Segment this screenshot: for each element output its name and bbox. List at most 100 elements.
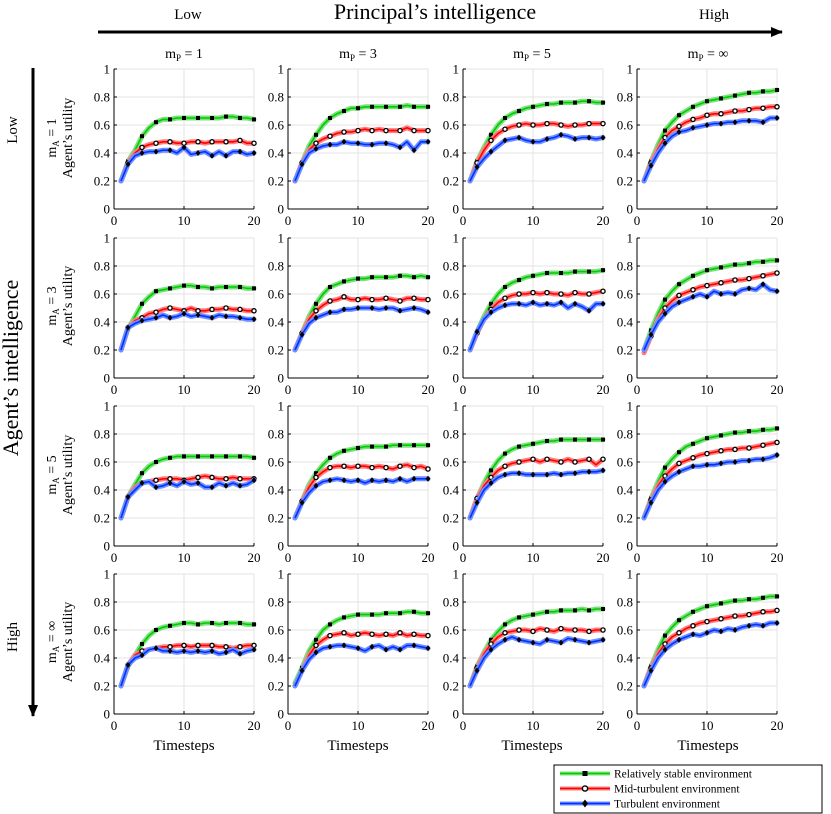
column-label: mP = 3 bbox=[339, 47, 377, 63]
y-tick-label: 0.4 bbox=[94, 315, 111, 330]
diamond-marker-icon bbox=[582, 799, 588, 808]
data-point-diamond bbox=[195, 312, 201, 318]
data-point-diamond bbox=[760, 456, 766, 463]
data-point-square bbox=[531, 104, 535, 109]
data-point-diamond bbox=[774, 115, 780, 121]
data-point-circle bbox=[369, 464, 375, 471]
x-tick-label: 20 bbox=[422, 718, 435, 733]
data-point-diamond bbox=[299, 331, 305, 338]
data-point-circle bbox=[341, 294, 347, 300]
data-point-circle bbox=[760, 442, 766, 448]
data-point-square bbox=[398, 273, 402, 278]
subplot-panel: 00.20.40.60.810 10 20 bbox=[443, 62, 610, 229]
data-point-diamond bbox=[153, 484, 159, 491]
data-point-square bbox=[733, 93, 737, 98]
data-point-circle bbox=[516, 627, 522, 633]
y-tick-label: 0.6 bbox=[617, 455, 634, 470]
data-point-diamond bbox=[341, 138, 347, 145]
data-point-diamond bbox=[411, 642, 417, 649]
data-point-circle bbox=[502, 295, 508, 301]
y-tick-label: 0.2 bbox=[94, 343, 110, 358]
data-point-diamond bbox=[502, 471, 508, 478]
data-point-diamond bbox=[209, 152, 215, 159]
x-tick-label: 10 bbox=[701, 718, 714, 733]
data-point-circle bbox=[718, 616, 724, 622]
y-tick-label: 0.4 bbox=[617, 315, 634, 330]
data-point-circle bbox=[425, 296, 431, 303]
y-tick-label: 0.2 bbox=[268, 343, 284, 358]
data-point-diamond bbox=[313, 145, 319, 152]
data-point-diamond bbox=[502, 636, 508, 643]
y-tick-label: 0.6 bbox=[94, 118, 111, 133]
data-point-diamond bbox=[586, 134, 592, 141]
data-point-diamond bbox=[139, 150, 145, 156]
x-tick-label: 20 bbox=[597, 718, 610, 733]
data-point-square bbox=[601, 437, 605, 442]
data-point-diamond bbox=[704, 629, 710, 636]
data-point-diamond bbox=[586, 307, 592, 314]
y-tick-label: 0.4 bbox=[443, 146, 460, 161]
x-tick-label: 20 bbox=[248, 382, 261, 397]
data-point-circle bbox=[600, 456, 606, 462]
x-tick-label: 20 bbox=[248, 213, 261, 228]
data-point-diamond bbox=[251, 477, 257, 484]
y-tick-label: 1 bbox=[627, 567, 634, 582]
y-tick-label: 0.6 bbox=[617, 287, 634, 302]
data-point-diamond bbox=[341, 477, 347, 484]
y-axis-label: Agent’s utility bbox=[61, 266, 76, 347]
row-high-label: High bbox=[5, 622, 21, 653]
data-point-diamond bbox=[648, 667, 654, 674]
data-point-square bbox=[182, 454, 186, 459]
data-point-circle bbox=[530, 122, 536, 128]
data-point-square bbox=[601, 100, 605, 105]
data-point-diamond bbox=[586, 468, 592, 475]
data-point-square bbox=[154, 628, 158, 632]
data-point-circle bbox=[676, 292, 682, 299]
data-point-diamond bbox=[153, 314, 159, 321]
data-point-circle bbox=[572, 459, 578, 465]
data-point-diamond bbox=[662, 310, 668, 317]
data-point-circle bbox=[223, 476, 229, 482]
data-point-diamond bbox=[299, 161, 305, 168]
data-point-circle bbox=[369, 296, 375, 303]
data-point-square bbox=[182, 621, 186, 625]
data-point-diamond bbox=[648, 499, 654, 506]
y-tick-label: 0.4 bbox=[443, 651, 460, 666]
data-point-diamond bbox=[181, 478, 187, 485]
row-label: mA = 3 bbox=[45, 286, 61, 325]
y-tick-label: 1 bbox=[627, 399, 634, 414]
y-tick-label: 0 bbox=[453, 371, 460, 386]
data-point-circle bbox=[600, 627, 606, 633]
row-labels: mA = 1 Agent’s utility mA = 3 Agent’s ut… bbox=[45, 98, 76, 683]
data-point-circle bbox=[383, 295, 389, 301]
data-point-circle bbox=[690, 116, 696, 123]
y-tick-label: 0.6 bbox=[268, 455, 285, 470]
data-point-circle bbox=[383, 464, 389, 471]
data-point-square bbox=[370, 104, 374, 109]
data-point-diamond bbox=[502, 302, 508, 309]
data-point-circle bbox=[209, 642, 215, 649]
data-point-circle bbox=[600, 288, 606, 294]
data-point-diamond bbox=[153, 148, 159, 155]
y-tick-label: 0.8 bbox=[268, 259, 284, 274]
subplot-panel: 00.20.40.60.810 10 20 bbox=[443, 231, 610, 398]
data-point-diamond bbox=[237, 650, 243, 657]
data-point-diamond bbox=[223, 313, 229, 320]
data-point-square bbox=[587, 269, 591, 274]
square-marker-icon bbox=[582, 771, 588, 776]
data-point-square bbox=[252, 622, 256, 627]
data-point-square bbox=[196, 116, 200, 120]
data-point-circle bbox=[704, 282, 710, 289]
data-point-circle bbox=[558, 122, 564, 128]
data-point-square bbox=[398, 443, 402, 448]
data-point-square bbox=[426, 611, 430, 616]
data-point-diamond bbox=[600, 300, 606, 307]
data-point-square bbox=[503, 116, 507, 120]
column-label: mP = 1 bbox=[165, 47, 203, 63]
data-point-diamond bbox=[690, 124, 696, 131]
y-tick-label: 0.8 bbox=[443, 90, 459, 105]
x-tick-label: 10 bbox=[701, 382, 714, 397]
data-point-diamond bbox=[718, 628, 724, 635]
